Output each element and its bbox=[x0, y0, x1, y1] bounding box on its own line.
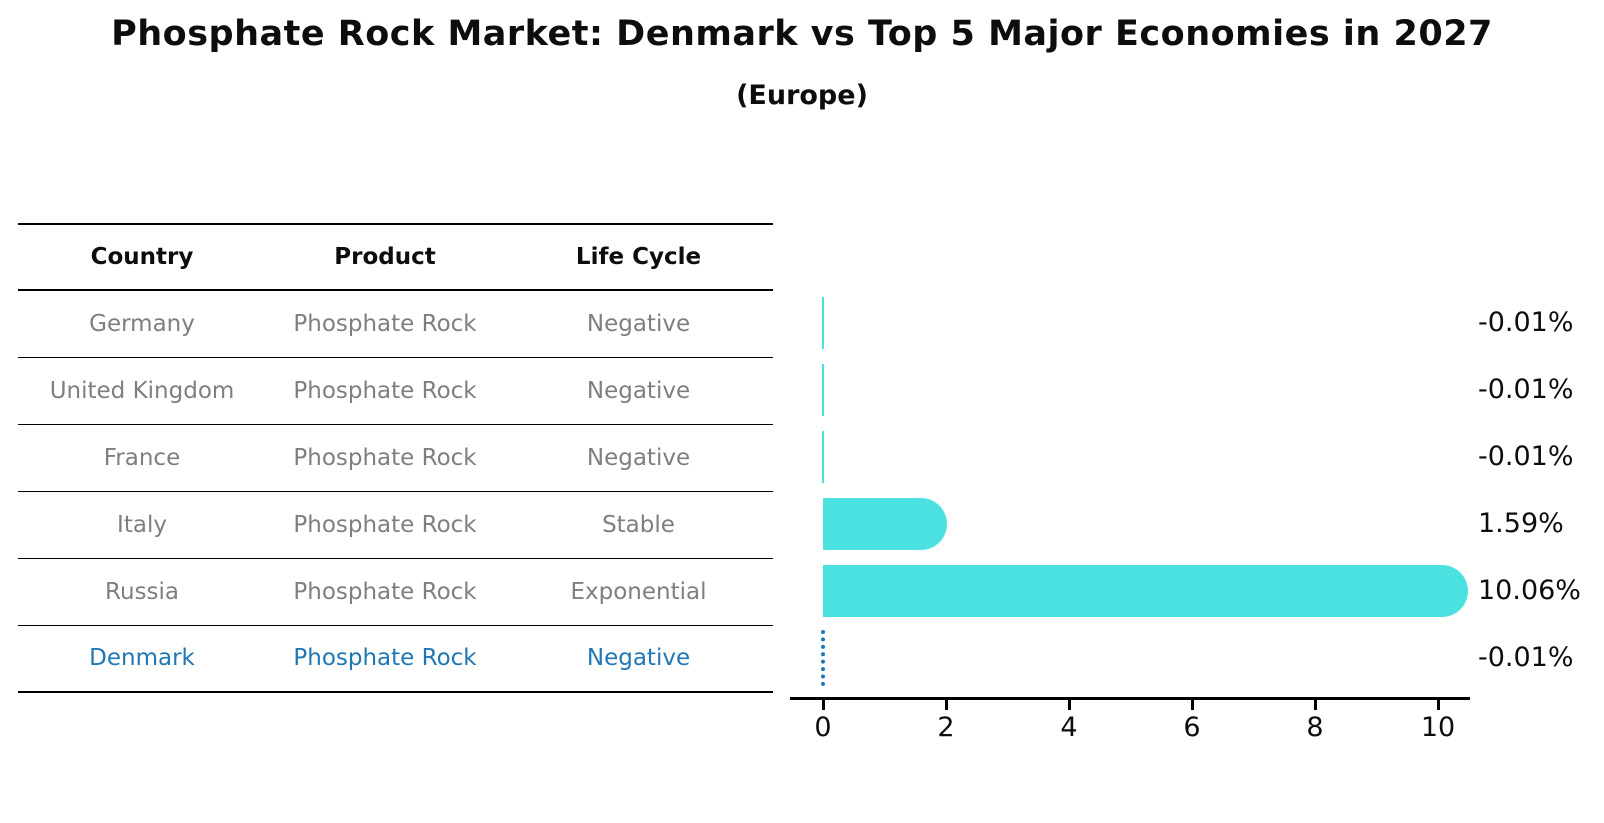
x-tick bbox=[944, 700, 948, 710]
value-label: 1.59% bbox=[1478, 508, 1564, 539]
cell-lifecycle: Exponential bbox=[570, 578, 707, 605]
value-label: -0.01% bbox=[1478, 374, 1574, 405]
x-tick bbox=[821, 700, 825, 710]
value-label: 10.06% bbox=[1478, 575, 1581, 606]
x-tick-label: 0 bbox=[814, 712, 832, 743]
chart-title: Phosphate Rock Market: Denmark vs Top 5 … bbox=[111, 14, 1493, 54]
cell-country: Germany bbox=[89, 310, 195, 337]
table-row: Germany Phosphate Rock Negative bbox=[18, 290, 773, 357]
column-header: Product bbox=[334, 244, 436, 270]
bar bbox=[822, 430, 824, 483]
highlight-bar-dotted bbox=[821, 629, 825, 686]
x-axis-line bbox=[790, 697, 1470, 700]
table-row: Italy Phosphate Rock Stable bbox=[18, 491, 773, 558]
cell-lifecycle: Negative bbox=[586, 444, 691, 471]
country-table: Country Product Life Cycle Germany Phosphat… bbox=[18, 223, 773, 693]
column-header: Life Cycle bbox=[575, 244, 702, 270]
cell-country: Denmark bbox=[89, 645, 195, 672]
cell-lifecycle: Negative bbox=[586, 645, 691, 672]
chart-subtitle: (Europe) bbox=[736, 80, 868, 111]
x-tick bbox=[1313, 700, 1317, 710]
value-label: -0.01% bbox=[1478, 642, 1574, 673]
cell-lifecycle: Stable bbox=[602, 511, 675, 538]
x-tick-label: 8 bbox=[1306, 712, 1324, 743]
column-header: Country bbox=[90, 244, 194, 270]
cell-product: Phosphate Rock bbox=[293, 444, 477, 471]
bar bbox=[822, 296, 824, 349]
cell-lifecycle: Negative bbox=[586, 310, 691, 337]
x-tick bbox=[1067, 700, 1071, 710]
cell-country: Russia bbox=[105, 578, 179, 605]
cell-product: Phosphate Rock bbox=[293, 645, 477, 672]
x-tick-label: 2 bbox=[937, 712, 955, 743]
table-row: Russia Phosphate Rock Exponential bbox=[18, 558, 773, 625]
table-header-row: Country Product Life Cycle bbox=[18, 224, 773, 290]
value-label: -0.01% bbox=[1478, 441, 1574, 472]
table-row: France Phosphate Rock Negative bbox=[18, 424, 773, 491]
cell-lifecycle: Negative bbox=[586, 377, 691, 404]
x-tick-label: 6 bbox=[1183, 712, 1201, 743]
cell-product: Phosphate Rock bbox=[293, 511, 477, 538]
table-row: United Kingdom Phosphate Rock Negative bbox=[18, 357, 773, 424]
x-tick bbox=[1436, 700, 1440, 710]
cell-country: United Kingdom bbox=[49, 377, 235, 404]
cell-product: Phosphate Rock bbox=[293, 578, 477, 605]
cell-country: Italy bbox=[117, 511, 167, 538]
bar bbox=[823, 564, 1468, 617]
x-tick-label: 10 bbox=[1420, 712, 1456, 743]
cell-country: France bbox=[103, 444, 181, 471]
bar bbox=[823, 497, 947, 550]
x-tick-label: 4 bbox=[1060, 712, 1078, 743]
value-label: -0.01% bbox=[1478, 307, 1574, 338]
cell-product: Phosphate Rock bbox=[293, 310, 477, 337]
bar bbox=[822, 363, 824, 416]
x-tick bbox=[1190, 700, 1194, 710]
table-row: Denmark Phosphate Rock Negative bbox=[18, 625, 773, 692]
cell-product: Phosphate Rock bbox=[293, 377, 477, 404]
